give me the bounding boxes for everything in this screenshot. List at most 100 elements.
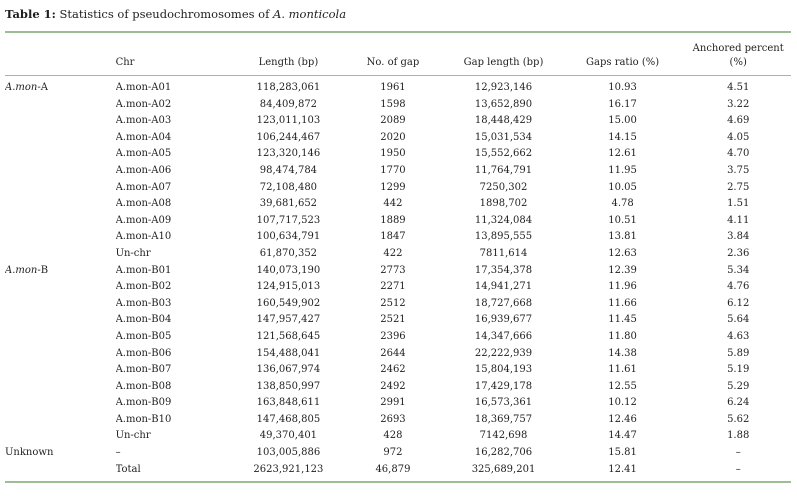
cell-chr: A.mon-B10: [115, 413, 172, 425]
cell-group-label: [5, 329, 116, 346]
cell-gap-length: 16,573,361: [474, 397, 533, 409]
cell-chr: A.mon-B09: [115, 397, 172, 409]
cell-chr: A.mon-A08: [115, 198, 172, 210]
cell-anchored-percent: 4.70: [727, 148, 750, 160]
cell-gap-count: 2521: [380, 314, 406, 326]
cell-group-label: [5, 213, 116, 230]
cell-anchored-percent: 6.12: [727, 297, 750, 309]
cell-group-label: [5, 312, 116, 329]
cell-anchored-percent: 5.19: [727, 364, 750, 376]
cell-length: 140,073,190: [256, 264, 321, 276]
table-row: A.mon-A07 72,108,480 1299 7250,302 10.05 2.75: [5, 180, 791, 197]
cell-chr: A.mon-A03: [115, 115, 172, 127]
group-label-italic: A.mon: [5, 82, 38, 93]
cell-gap-length: 16,939,677: [474, 314, 533, 326]
cell-length: 100,634,791: [256, 231, 321, 243]
cell-gap-ratio: 10.05: [608, 181, 637, 193]
cell-chr: A.mon-A04: [115, 131, 172, 143]
cell-anchored-percent: 4.76: [727, 281, 750, 293]
cell-group-label: [5, 246, 116, 263]
cell-gap-length: 325,689,201: [447, 461, 560, 484]
cell-gap-length: 13,895,555: [474, 231, 533, 243]
cell-group-label: [5, 130, 116, 147]
cell-gap-length: 15,804,193: [474, 364, 533, 376]
table-title-label: Table 1:: [5, 7, 56, 21]
cell-gap-ratio: 12.55: [608, 380, 637, 392]
cell-length: 163,848,611: [256, 397, 321, 409]
cell-group-label: [5, 296, 116, 313]
cell-anchored-percent: 5.29: [727, 380, 750, 392]
cell-gap-length: 18,727,668: [474, 297, 533, 309]
cell-gap-ratio: 4.78: [611, 198, 634, 210]
cell-gap-length: 1898,702: [479, 198, 528, 210]
cell-group-label: [5, 346, 116, 363]
cell-group-label: [5, 229, 116, 246]
cell-gap-count: 2089: [380, 115, 406, 127]
cell-gap-ratio: 14.15: [608, 131, 637, 143]
cell-gap-ratio: 12.46: [608, 413, 637, 425]
cell-gap-count: 2773: [380, 264, 406, 276]
cell-length: 121,568,645: [256, 330, 321, 342]
cell-chr: A.mon-A02: [115, 98, 172, 110]
cell-length: 147,468,805: [256, 413, 321, 425]
cell-gap-length: 7250,302: [479, 181, 528, 193]
col-header-group: [5, 33, 116, 76]
cell-gap-count: 2991: [380, 397, 406, 409]
cell-gap-ratio: 10.93: [608, 82, 637, 93]
cell-length: 84,409,872: [259, 98, 318, 110]
cell-gap-ratio: 11.95: [608, 164, 637, 176]
cell-gap-count: 2693: [380, 413, 406, 425]
cell-group-label: [5, 395, 116, 412]
cell-length: 106,244,467: [256, 131, 321, 143]
table-row: A.mon-B07 136,067,974 2462 15,804,193 11.61 5…: [5, 362, 791, 379]
cell-length: 123,011,103: [256, 115, 321, 127]
table-row: Total 2623,921,123 46,879 325,689,201 12.41–: [5, 461, 791, 484]
cell-gap-length: 7142,698: [479, 430, 528, 442]
table-row: A.mon-B09 163,848,611 2991 16,573,361 10.12 6…: [5, 395, 791, 412]
cell-length: 136,067,974: [256, 364, 321, 376]
cell-gap-count: 1950: [380, 148, 406, 160]
cell-group-label: [5, 461, 116, 484]
table-row: A.mon-A05 123,320,146 1950 15,552,662 12.61 4…: [5, 146, 791, 163]
cell-gap-count: 442: [383, 198, 403, 210]
cell-chr: A.mon-A07: [115, 181, 172, 193]
cell-gap-count: 2644: [380, 347, 406, 359]
cell-gap-length: 17,354,378: [474, 264, 533, 276]
cell-gap-count: 2396: [380, 330, 406, 342]
table-row: A.mon-A03 123,011,103 2089 18,448,429 15.00 4…: [5, 113, 791, 130]
cell-gap-count: 2020: [380, 131, 406, 143]
cell-length: 39,681,652: [259, 198, 318, 210]
cell-chr: Un-chr: [115, 430, 151, 442]
cell-anchored-percent: 2.36: [727, 247, 750, 259]
cell-group-label: [5, 412, 116, 429]
cell-anchored-percent: 5.62: [727, 413, 750, 425]
cell-anchored-percent: 6.24: [727, 397, 750, 409]
col-header-gap-length: Gap length (bp): [447, 33, 560, 76]
cell-anchored-percent: 4.63: [727, 330, 750, 342]
cell-group-label: [5, 180, 116, 197]
cell-gap-count: 46,879: [338, 461, 448, 484]
cell-group-label: [5, 362, 116, 379]
cell-gap-count: 1847: [380, 231, 406, 243]
cell-gap-count: 1889: [380, 214, 406, 226]
cell-length: 123,320,146: [256, 148, 321, 160]
cell-length: 107,717,523: [256, 214, 321, 226]
table-row: A.mon-B05 121,568,645 2396 14,347,666 11.80 4…: [5, 329, 791, 346]
cell-gap-length: 14,347,666: [474, 330, 533, 342]
cell-gap-ratio: 11.45: [608, 314, 637, 326]
cell-gap-length: 15,031,534: [474, 131, 533, 143]
table-row: A.mon-A06 98,474,784 1770 11,764,791 11.95 3.…: [5, 163, 791, 180]
cell-chr: A.mon-B04: [115, 314, 172, 326]
table-row: A.mon-B A.mon-B01 140,073,190 2773 17,354,37…: [5, 263, 791, 280]
cell-anchored-percent: 4.11: [727, 214, 750, 226]
cell-group-label: [5, 196, 116, 213]
cell-gap-ratio: 14.47: [608, 430, 637, 442]
cell-length: 2623,921,123: [238, 461, 339, 484]
cell-gap-length: 18,448,429: [474, 115, 533, 127]
cell-group-label: [5, 279, 116, 296]
cell-chr: A.mon-A06: [115, 164, 172, 176]
cell-group-label: [5, 146, 116, 163]
cell-gap-length: 15,552,662: [474, 148, 533, 160]
cell-anchored-percent: 3.22: [727, 98, 750, 110]
cell-gap-length: 14,941,271: [474, 281, 533, 293]
